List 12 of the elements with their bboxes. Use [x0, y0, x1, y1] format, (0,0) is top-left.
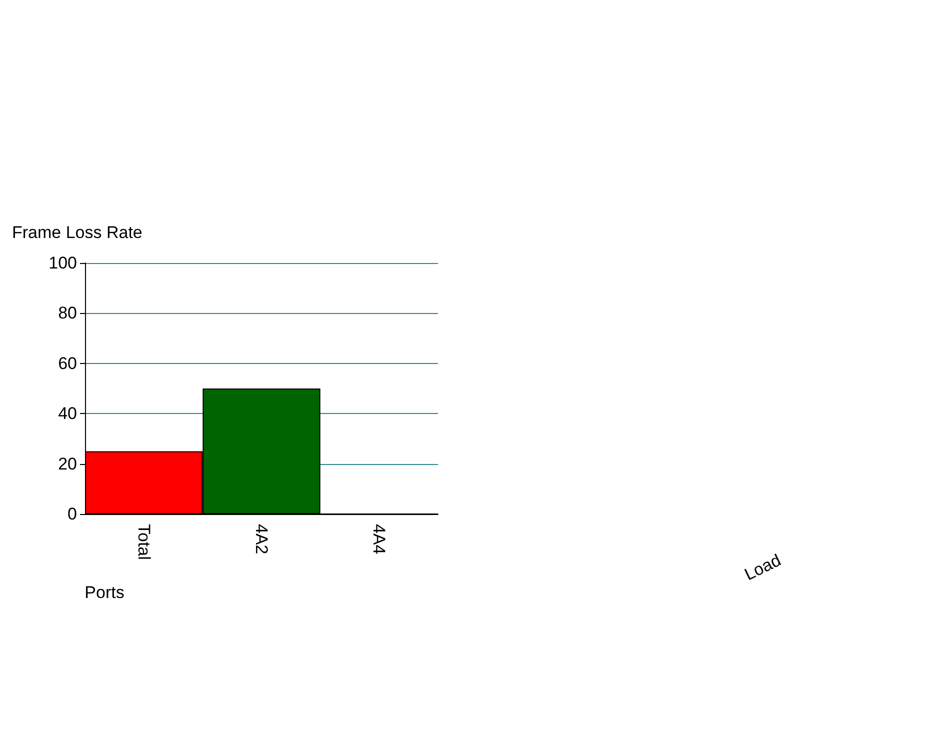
y-tick-label: 100: [48, 254, 77, 272]
y-axis-title: Frame Loss Rate: [12, 223, 142, 242]
text: Load: [742, 550, 784, 584]
y-tick-label: 80: [58, 304, 77, 323]
x-axis-title: Ports: [84, 583, 124, 602]
x-tick-label: Total: [134, 524, 154, 560]
y-tick-label: 40: [58, 404, 77, 424]
y-tick-label: 60: [58, 354, 77, 373]
y-tick-label: 0: [68, 504, 77, 524]
x-tick-label: 4A2: [252, 524, 271, 554]
x-tick-label: 4A4: [370, 524, 389, 554]
y-tick-label: 20: [58, 454, 77, 474]
